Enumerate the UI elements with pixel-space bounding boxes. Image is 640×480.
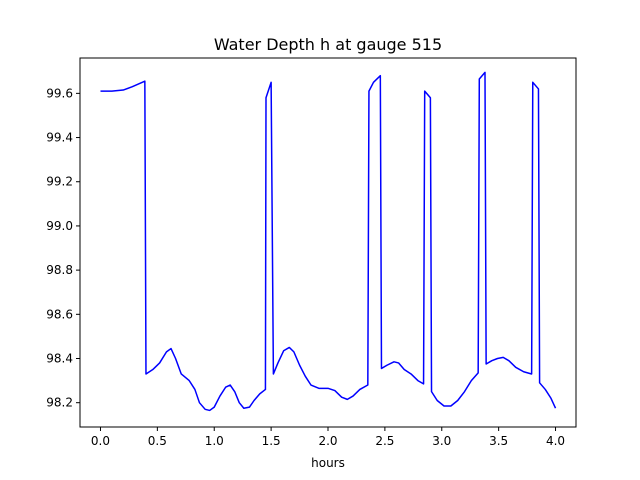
x-axis: 0.0 0.5 1.0 1.5 2.0 2.5 3.0 3.5 4.0 — [91, 427, 565, 448]
x-tick-label: 3.0 — [432, 434, 451, 448]
y-tick-label: 99.4 — [46, 131, 73, 145]
y-tick-label: 98.8 — [46, 263, 73, 277]
y-tick-label: 98.4 — [46, 352, 73, 366]
x-tick-label: 1.5 — [262, 434, 281, 448]
series-line — [100, 71, 557, 412]
plot-frame — [79, 57, 577, 428]
y-tick-label: 98.6 — [46, 307, 73, 321]
x-tick-label: 1.0 — [205, 434, 224, 448]
x-tick-label: 2.0 — [318, 434, 337, 448]
x-tick-label: 4.0 — [546, 434, 565, 448]
y-tick-label: 99.2 — [46, 175, 73, 189]
x-tick-label: 3.5 — [489, 434, 508, 448]
y-tick-label: 99.6 — [46, 86, 73, 100]
x-tick-label: 2.5 — [375, 434, 394, 448]
plot-area — [79, 57, 577, 428]
chart-title: Water Depth h at gauge 515 — [214, 35, 442, 54]
y-tick-label: 99.0 — [46, 219, 73, 233]
x-tick-label: 0.5 — [148, 434, 167, 448]
y-axis: 98.2 98.4 98.6 98.8 99.0 99.2 99.4 99.6 — [46, 86, 80, 410]
x-axis-label: hours — [311, 456, 345, 470]
x-tick-label: 0.0 — [91, 434, 110, 448]
y-tick-label: 98.2 — [46, 396, 73, 410]
